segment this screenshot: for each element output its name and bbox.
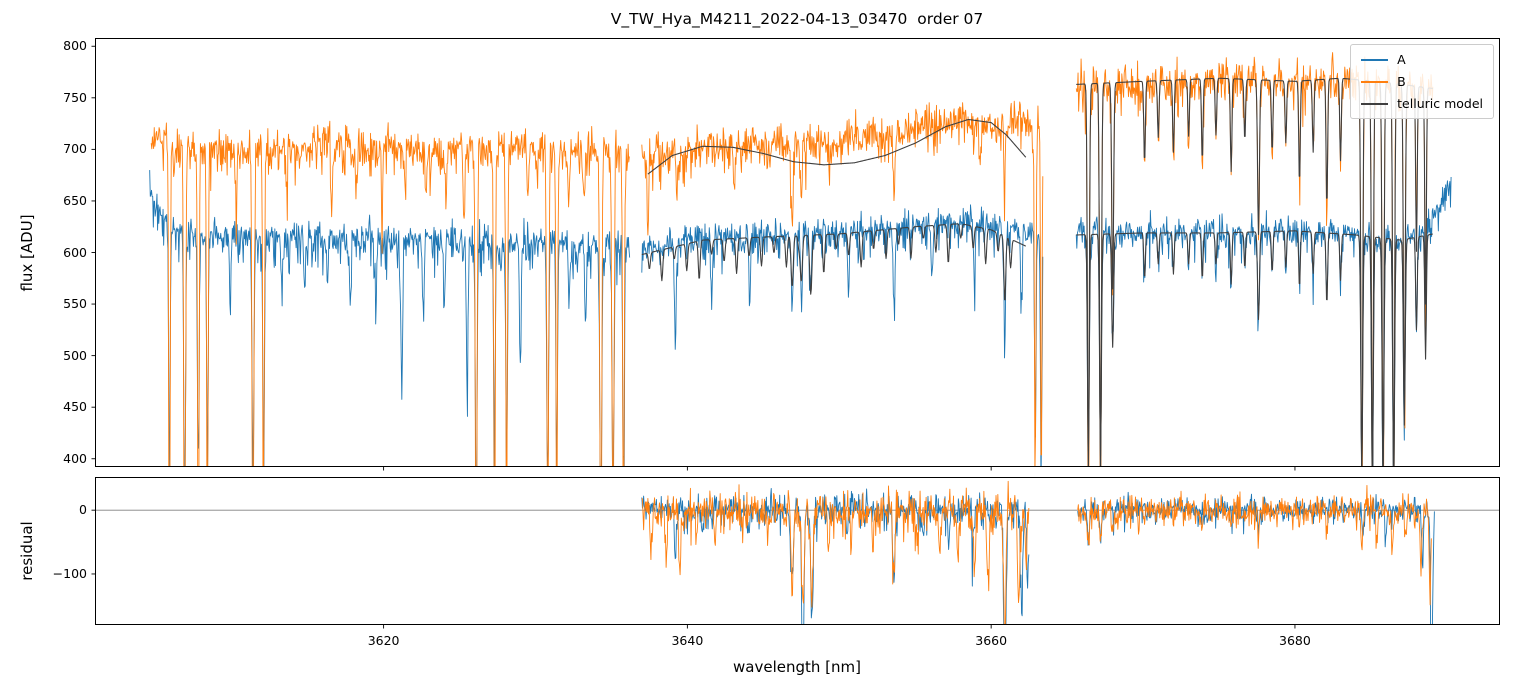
- legend-entry: B: [1361, 74, 1483, 89]
- plot-title: V_TW_Hya_M4211_2022-04-13_03470 order 07: [610, 10, 984, 28]
- x-tick-label: 3660: [975, 633, 1008, 648]
- legend-entry: A: [1361, 52, 1483, 67]
- legend-line-swatch: [1361, 58, 1389, 61]
- y-tick-label: 500: [63, 347, 87, 363]
- x-tick-label: 3620: [367, 633, 400, 648]
- wavelength-axis-label: wavelength [nm]: [733, 658, 861, 676]
- legend-line-swatch: [1361, 80, 1389, 83]
- y-tick-label: 400: [63, 450, 87, 466]
- y-tick-label: 700: [63, 141, 87, 157]
- y-tick-label: 550: [63, 296, 87, 312]
- y-tick-label: 0: [79, 502, 87, 518]
- x-tick-label: 3680: [1279, 633, 1311, 648]
- legend-entry: telluric model: [1361, 96, 1483, 111]
- y-tick-label: 450: [63, 399, 87, 415]
- legend-label: telluric model: [1397, 96, 1483, 111]
- y-tick-label: 750: [63, 89, 87, 105]
- legend-label: B: [1397, 74, 1406, 89]
- y-tick-label: 800: [63, 38, 87, 54]
- y-tick-label: 600: [63, 244, 87, 260]
- y-tick-label: 650: [63, 192, 87, 208]
- legend-label: A: [1397, 52, 1406, 67]
- x-tick-label: 3640: [671, 633, 704, 648]
- legend-line-swatch: [1361, 102, 1389, 105]
- y-tick-label: −100: [52, 565, 87, 581]
